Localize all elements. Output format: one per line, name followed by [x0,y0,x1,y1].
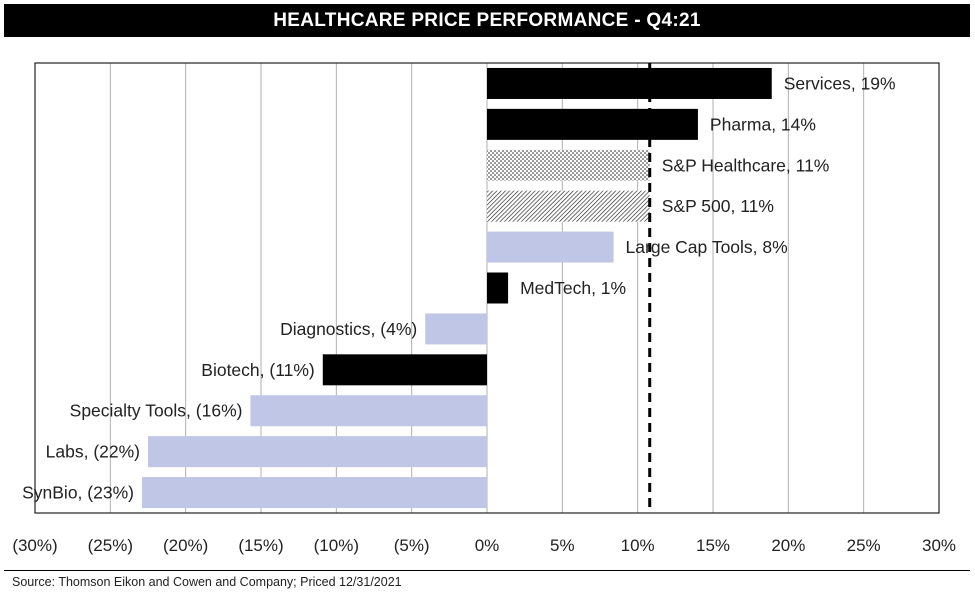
bar-label: Large Cap Tools, 8% [626,237,788,257]
bar-label: Diagnostics, (4%) [280,319,417,339]
bar-label: SynBio, (23%) [22,483,134,503]
bar-s-p-500 [487,190,650,222]
bar-label: S&P 500, 11% [662,196,774,216]
bar-label: Biotech, (11%) [201,360,314,380]
bar-label: Services, 19% [784,73,896,93]
x-tick-label: 10% [621,536,655,555]
bar-pharma [487,108,698,140]
x-tick-label: (5%) [394,536,430,555]
bar-large-cap-tools [487,231,614,263]
x-tick-label: 5% [550,536,575,555]
bar-label: Labs, (22%) [46,442,140,462]
x-tick-label: 15% [696,536,730,555]
x-tick-label: 25% [847,536,881,555]
x-tick-label: 20% [771,536,805,555]
source-note: Source: Thomson Eikon and Cowen and Comp… [12,575,402,589]
source-divider [4,570,970,571]
x-tick-label: (15%) [238,536,283,555]
x-tick-label: (20%) [163,536,208,555]
bar-synbio [141,477,487,509]
x-tick-label: (30%) [12,536,57,555]
bar-services [487,67,772,99]
x-tick-label: (25%) [88,536,133,555]
x-tick-label: (10%) [314,536,359,555]
chart-title: HEALTHCARE PRICE PERFORMANCE - Q4:21 [4,4,970,37]
bar-label: Specialty Tools, (16%) [70,401,243,421]
bar-label: Pharma, 14% [710,114,816,134]
plot-frame [34,62,940,514]
bar-medtech [487,272,509,304]
bar-label: MedTech, 1% [520,278,626,298]
bar-s-p-healthcare [487,149,650,181]
bar-diagnostics [425,313,487,345]
bar-labs [148,436,487,468]
bar-specialty-tools [250,395,487,427]
x-tick-label: 30% [922,536,956,555]
x-tick-label: 0% [475,536,500,555]
bar-label: S&P Healthcare, 11% [662,155,830,175]
bar-biotech [322,354,487,386]
